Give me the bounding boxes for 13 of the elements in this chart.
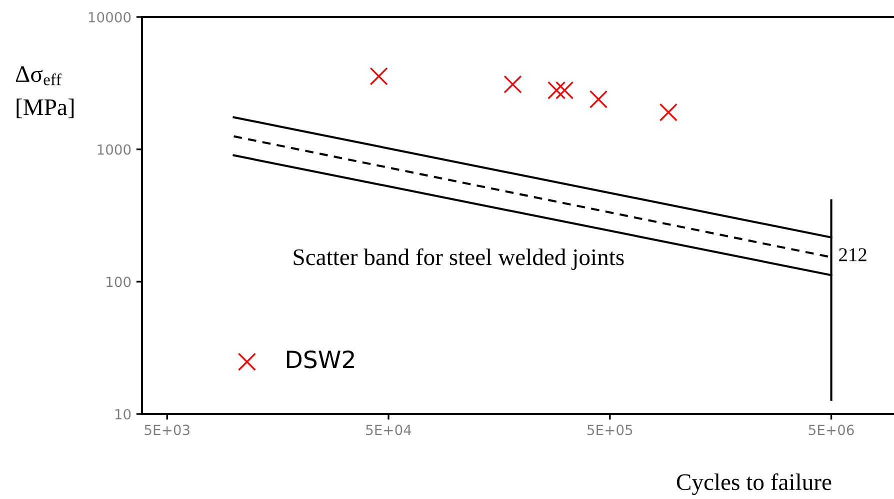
x-tick-label: 5E+06 [808,424,854,436]
y-tick-label: 10000 [88,12,131,22]
y-tick-label: 10 [115,408,131,420]
y-tick-label: 100 [106,276,131,288]
y-tick-label: 1000 [98,144,131,155]
annotation: 212 [839,248,866,262]
x-axis-title: Cycles to failure [676,473,832,495]
x-tick-label: 5E+04 [366,424,412,436]
x-tick-label: 5E+05 [588,424,632,436]
annotation: Scatter band for steel welded joints [294,248,624,270]
x-tick-label: 5E+03 [144,424,190,436]
y-axis-title: Δσ$_{eff}$ [MPa] [16,66,74,118]
legend-label: DSW2 [287,350,354,368]
